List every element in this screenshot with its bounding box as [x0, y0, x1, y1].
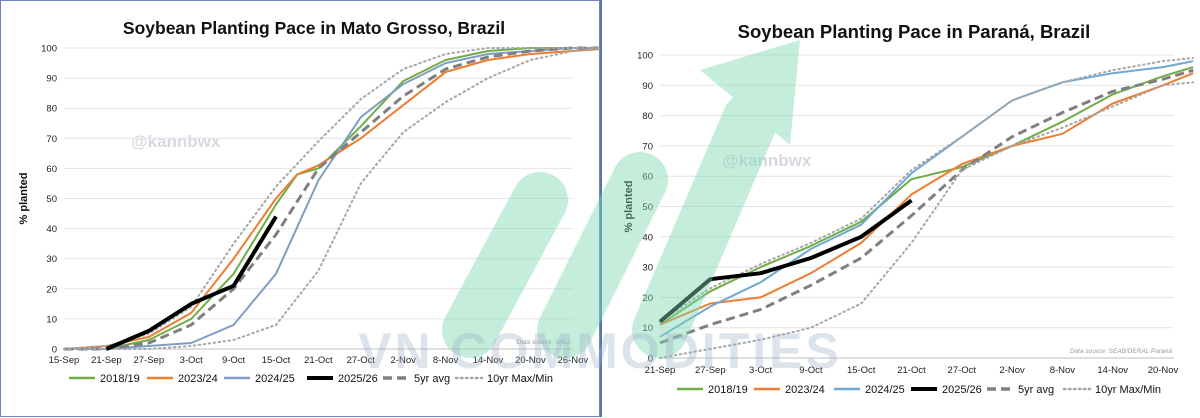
x-tick-label: 3-Oct — [749, 365, 773, 376]
data-source-note: Data source: IMEA — [516, 339, 571, 346]
x-tick-label: 15-Oct — [847, 365, 876, 376]
x-tick-label: 15-Sep — [49, 355, 80, 366]
x-tick-label: 15-Oct — [262, 355, 291, 366]
chart-title: Soybean Planting Pace in Mato Grosso, Br… — [123, 18, 505, 38]
x-tick-label: 8-Nov — [1050, 365, 1076, 376]
legend-label-2018-19: 2018/19 — [708, 384, 748, 396]
x-tick-label: 2-Nov — [391, 355, 417, 366]
x-tick-label: 21-Oct — [897, 365, 926, 376]
legend-label-2023-24: 2023/24 — [785, 384, 825, 396]
watermark-handle: @kannbwx — [131, 132, 221, 151]
y-tick-label: 40 — [642, 232, 653, 243]
legend-label-2025-26: 2025/26 — [338, 373, 378, 385]
y-tick-label: 70 — [46, 134, 57, 145]
series-line-2023-24 — [659, 72, 1194, 326]
x-tick-label: 20-Nov — [1148, 365, 1179, 376]
x-tick-label: 27-Oct — [948, 365, 977, 376]
chart-mato-grosso: Soybean Planting Pace in Mato Grosso, Br… — [18, 18, 601, 385]
legend-label-5yr-avg: 5yr avg — [414, 373, 450, 385]
series-line-10yr-max-min — [659, 57, 1195, 323]
x-tick-label: 27-Sep — [133, 355, 164, 366]
x-tick-label: 27-Oct — [347, 355, 376, 366]
x-tick-label: 2-Nov — [999, 365, 1025, 376]
chart-title: Soybean Planting Pace in Paraná, Brazil — [738, 21, 1091, 42]
x-tick-label: 8-Nov — [433, 355, 459, 366]
x-tick-label: 21-Sep — [91, 355, 122, 366]
x-tick-label: 21-Oct — [304, 355, 333, 366]
series-line-10yr-max-min-min — [63, 48, 601, 350]
series-line-2025-26 — [105, 215, 278, 351]
series-line-2023-24 — [63, 48, 601, 350]
watermark-handle: @kannbwx — [722, 151, 812, 170]
x-tick-label: 9-Oct — [222, 355, 246, 366]
y-tick-label: 30 — [46, 254, 57, 265]
series-line-2018-19 — [659, 66, 1194, 326]
legend-label-10yr-max-min: 10yr Max/Min — [487, 373, 553, 385]
x-tick-label: 20-Nov — [515, 355, 546, 366]
x-tick-label: 14-Nov — [1097, 365, 1128, 376]
y-tick-label: 60 — [642, 172, 653, 183]
data-source-note: Data source: SEAB/DERAL Paraná — [1070, 348, 1173, 355]
chart-panel-parana: Soybean Planting Pace in Paraná, Brazil @… — [600, 0, 1200, 417]
x-tick-label: 27-Sep — [695, 365, 726, 376]
x-tick-label: 9-Oct — [799, 365, 823, 376]
y-tick-label: 90 — [46, 74, 57, 85]
x-tick-label: 26-Nov — [557, 355, 588, 366]
series-line-2018-19 — [64, 47, 601, 350]
y-tick-label: 20 — [46, 284, 57, 295]
y-tick-label: 0 — [648, 354, 653, 365]
series-line-5yr-avg — [64, 46, 601, 351]
chart-panel-mato-grosso: Soybean Planting Pace in Mato Grosso, Br… — [0, 0, 601, 417]
y-tick-label: 50 — [642, 202, 653, 213]
y-tick-label: 10 — [46, 314, 57, 325]
x-tick-label: 14-Nov — [473, 355, 504, 366]
y-tick-label: 50 — [46, 194, 57, 205]
y-tick-label: 30 — [642, 263, 653, 274]
y-tick-label: 0 — [52, 345, 57, 356]
y-tick-label: 20 — [642, 293, 653, 304]
legend-label-2024-25: 2024/25 — [255, 373, 295, 385]
y-tick-label: 80 — [642, 111, 653, 122]
legend-label-2023-24: 2023/24 — [178, 373, 218, 385]
x-tick-label: 3-Oct — [180, 355, 204, 366]
series-line-10yr-max-min — [63, 47, 601, 350]
y-tick-label: 100 — [637, 51, 653, 62]
legend-label-2025-26: 2025/26 — [942, 384, 982, 396]
legend-label-5yr-avg: 5yr avg — [1018, 384, 1054, 396]
series-line-2024-25 — [659, 60, 1194, 338]
y-axis-label: % planted — [623, 181, 635, 233]
y-tick-label: 80 — [46, 104, 57, 115]
series-line-2025-26 — [658, 198, 913, 324]
y-tick-label: 100 — [41, 44, 57, 55]
chart-parana: Soybean Planting Pace in Paraná, Brazil @… — [623, 21, 1195, 396]
y-tick-label: 10 — [642, 323, 653, 334]
y-tick-label: 90 — [642, 81, 653, 92]
legend-label-2018-19: 2018/19 — [100, 373, 140, 385]
series-line-5yr-avg — [659, 68, 1194, 345]
x-tick-label: 21-Sep — [645, 365, 676, 376]
legend-label-2024-25: 2024/25 — [865, 384, 905, 396]
y-tick-label: 40 — [46, 224, 57, 235]
y-axis-label: % planted — [18, 173, 30, 225]
legend-label-10yr-max-min: 10yr Max/Min — [1095, 384, 1161, 396]
series-line-10yr-max-min-min — [659, 81, 1195, 359]
y-tick-label: 70 — [642, 141, 653, 152]
y-tick-label: 60 — [46, 164, 57, 175]
